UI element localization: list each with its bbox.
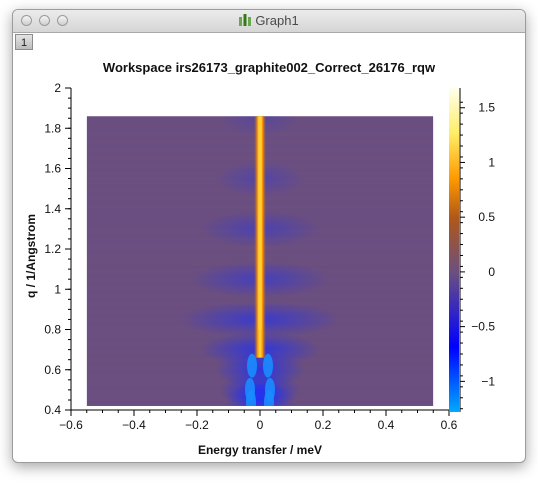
window-title-text: Graph1 (255, 13, 299, 28)
y-tick-label: 0.8 (44, 323, 61, 337)
colorbar-tick-label: −1 (481, 374, 495, 388)
zoom-button[interactable] (57, 15, 68, 26)
axes: −0.6 −0.4 −0.2 0 0.2 0.4 0.6 0.4 0.6 0.8 1 1.2 1.4 1.… (44, 81, 457, 432)
y-tick-label: 1.2 (44, 242, 61, 256)
x-tick-label: 0.6 (441, 418, 458, 432)
heatmap-low-q-peak (246, 389, 256, 406)
colorbar-tick-label: 0 (488, 265, 495, 279)
heatmap-low-q-peak (264, 389, 274, 406)
close-button[interactable] (21, 15, 32, 26)
y-tick-label: 0.6 (44, 363, 61, 377)
y-tick-label: 1.4 (44, 202, 61, 216)
x-tick-label: 0.2 (315, 418, 332, 432)
x-tick-label: −0.4 (122, 418, 146, 432)
heatmap-blue-band (225, 381, 295, 406)
window-title: Graph1 (13, 13, 525, 28)
y-tick-label: 1.8 (44, 121, 61, 135)
heatmap-area (86, 116, 434, 406)
colorbar-tick-label: 1 (488, 155, 495, 169)
colorbar: −1 −0.5 0 0.5 1 1.5 (449, 88, 495, 412)
y-tick-label: 2 (54, 81, 61, 95)
graph-window: Graph1 1 Workspace irs26173_graphite002_… (12, 9, 526, 463)
layer-tab[interactable]: 1 (15, 34, 33, 50)
title-bar[interactable]: Graph1 (13, 10, 525, 33)
y-tick-label: 0.4 (44, 403, 61, 417)
x-tick-label: 0 (257, 418, 264, 432)
x-tick-label: −0.6 (59, 418, 83, 432)
heatmap-low-q-peak (247, 353, 257, 378)
elastic-line-core (258, 116, 262, 330)
x-axis-label: Energy transfer / meV (198, 443, 322, 457)
mantid-logo-icon (239, 14, 252, 26)
colorbar-tick-label: 1.5 (478, 101, 495, 115)
y-axis-label: q / 1/Angstrom (24, 214, 38, 298)
colorbar-tick-label: 0.5 (478, 210, 495, 224)
heatmap-low-q-peak (263, 353, 273, 378)
colorbar-gradient (449, 88, 459, 412)
colorbar-tick-label: −0.5 (471, 320, 495, 334)
x-tick-label: 0.4 (378, 418, 395, 432)
y-tick-label: 1 (54, 282, 61, 296)
minimize-button[interactable] (39, 15, 50, 26)
y-tick-label: 1.6 (44, 162, 61, 176)
plot-title: Workspace irs26173_graphite002_Correct_2… (102, 60, 436, 75)
plot-canvas[interactable]: −0.6 −0.4 −0.2 0 0.2 0.4 0.6 0.4 0.6 0.8 1 1.2 1.4 1.… (13, 10, 525, 462)
x-tick-label: −0.2 (185, 418, 209, 432)
